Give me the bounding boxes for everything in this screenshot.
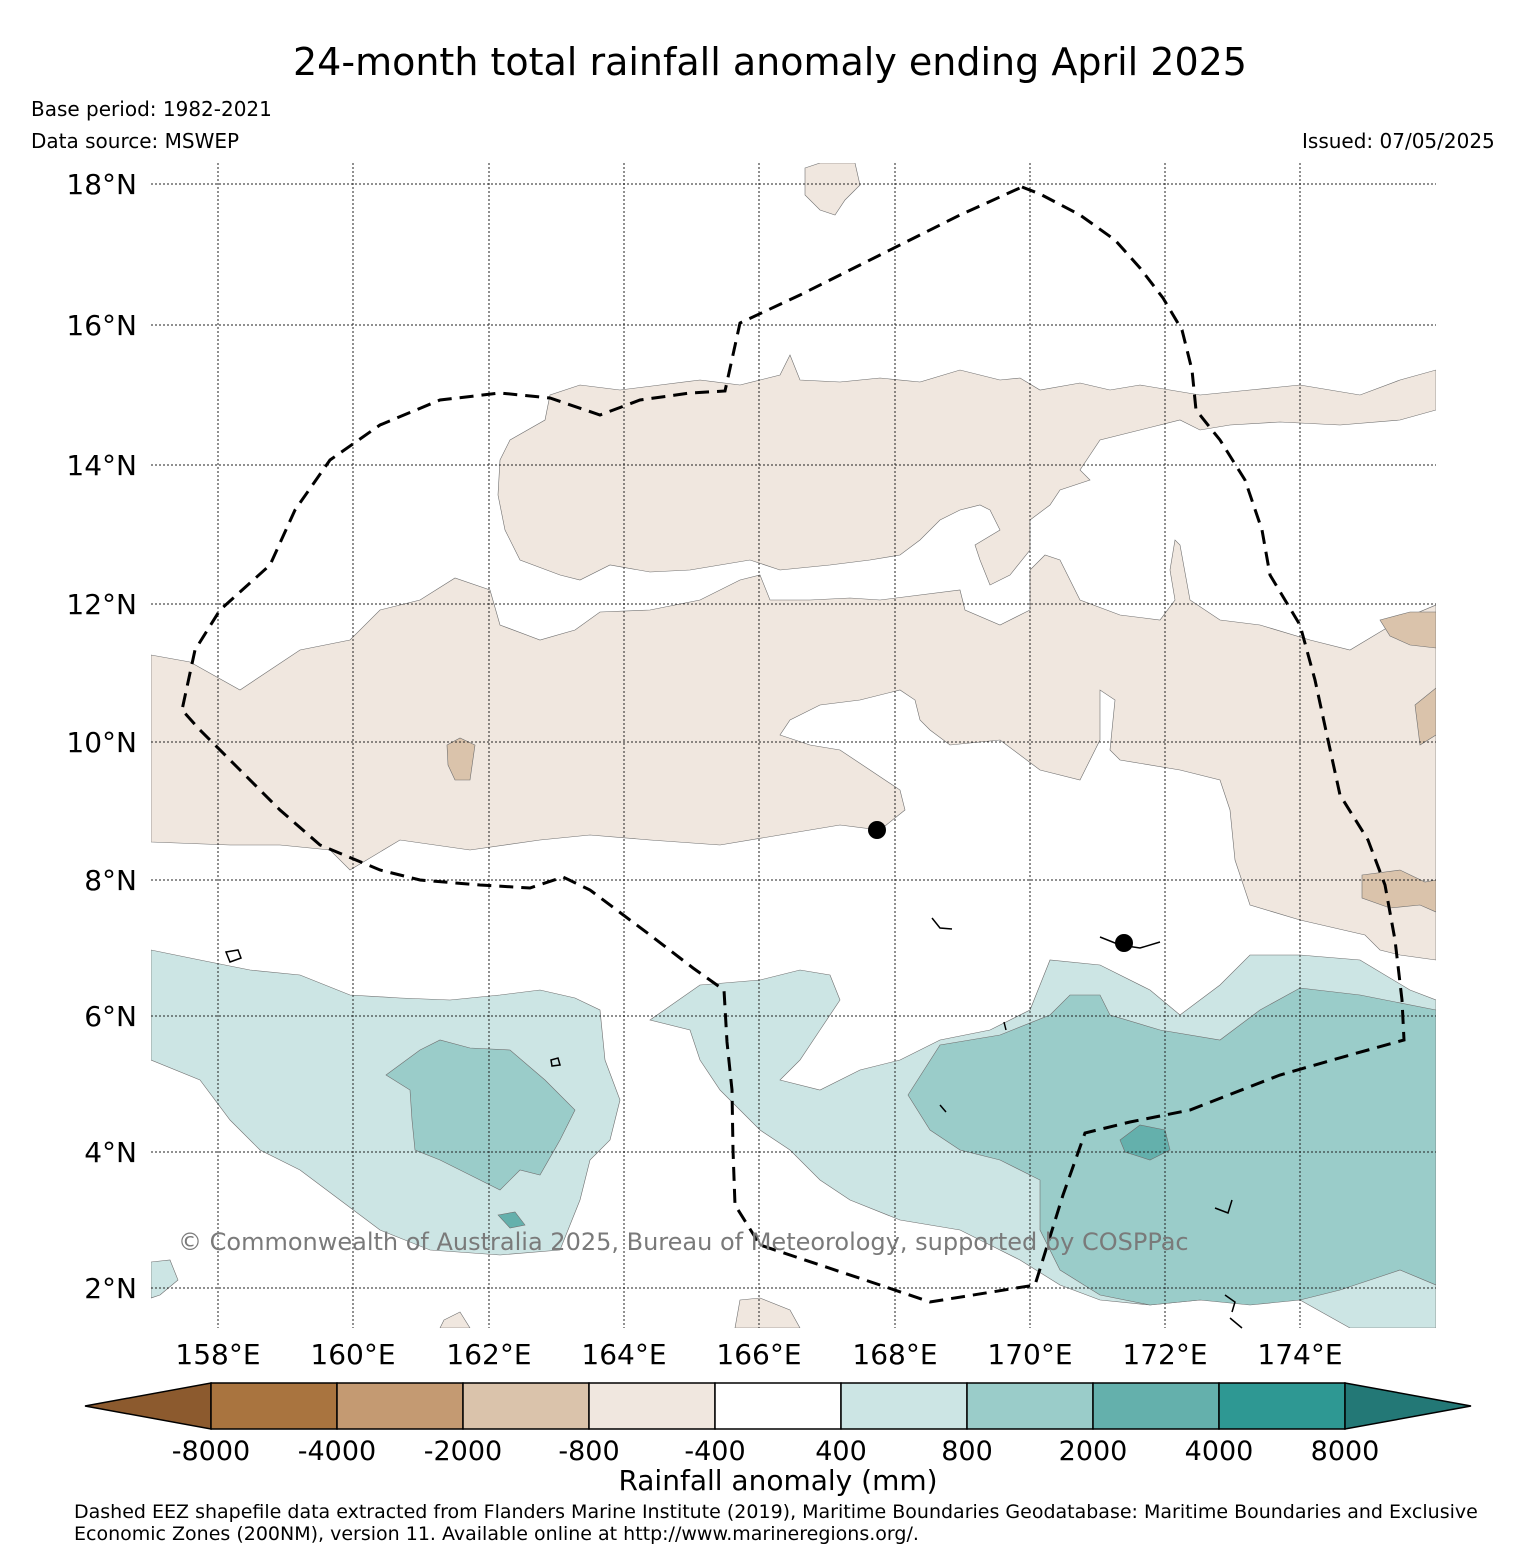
lat-label: 10°N bbox=[66, 726, 137, 759]
lat-label: 4°N bbox=[84, 1136, 137, 1169]
location-marker bbox=[868, 821, 886, 839]
colorbar-swatch bbox=[840, 1382, 968, 1430]
drier-region bbox=[1379, 611, 1436, 649]
lon-label: 160°E bbox=[310, 1338, 395, 1371]
colorbar-extend-low bbox=[84, 1382, 212, 1430]
anomaly-fields bbox=[151, 163, 1436, 1328]
lon-label: 166°E bbox=[716, 1338, 801, 1371]
colorbar-tick: -400 bbox=[684, 1436, 745, 1467]
lat-label: 14°N bbox=[66, 449, 137, 482]
colorbar-tick: 8000 bbox=[1311, 1436, 1380, 1467]
lon-label: 162°E bbox=[446, 1338, 531, 1371]
colorbar-swatch bbox=[462, 1382, 590, 1430]
wettest-region bbox=[497, 1211, 526, 1229]
colorbar-swatch bbox=[1218, 1382, 1346, 1430]
colorbar-swatch bbox=[210, 1382, 338, 1430]
colorbar bbox=[84, 1382, 1472, 1430]
copyright-notice: © Commonwealth of Australia 2025, Bureau… bbox=[178, 1228, 1189, 1256]
colorbar-swatch bbox=[336, 1382, 464, 1430]
longitude-labels: 158°E 160°E 162°E 164°E 166°E 168°E 170°… bbox=[175, 1338, 1342, 1371]
issued-date: Issued: 07/05/2025 bbox=[1302, 129, 1495, 153]
dry-region bbox=[439, 1311, 471, 1328]
footnote: Dashed EEZ shapefile data extracted from… bbox=[74, 1501, 1478, 1545]
colorbar-tick: 800 bbox=[941, 1436, 993, 1467]
lat-label: 16°N bbox=[66, 309, 137, 342]
colorbar-swatch bbox=[714, 1382, 842, 1430]
dry-region bbox=[804, 163, 861, 216]
lat-label: 8°N bbox=[84, 864, 137, 897]
lat-label: 18°N bbox=[66, 168, 137, 201]
dry-region bbox=[151, 539, 1436, 961]
lon-label: 164°E bbox=[581, 1338, 666, 1371]
data-source: Data source: MSWEP bbox=[31, 129, 240, 153]
dry-region bbox=[497, 354, 1436, 586]
base-period: Base period: 1982-2021 bbox=[31, 97, 272, 121]
latitude-labels: 18°N 16°N 14°N 12°N 10°N 8°N 6°N 4°N 2°N bbox=[66, 168, 137, 1305]
colorbar-swatch bbox=[588, 1382, 716, 1430]
drier-region bbox=[1414, 687, 1436, 746]
eez-boundary bbox=[180, 185, 1406, 1304]
colorbar-ticks: -8000 -4000 -2000 -800 -400 400 800 2000… bbox=[172, 1436, 1380, 1467]
page-title: 24-month total rainfall anomaly ending A… bbox=[293, 40, 1247, 84]
lon-label: 168°E bbox=[852, 1338, 937, 1371]
dry-region bbox=[734, 1297, 801, 1328]
colorbar-extend-high bbox=[1344, 1382, 1472, 1430]
lon-label: 172°E bbox=[1122, 1338, 1207, 1371]
drier-region bbox=[446, 737, 476, 781]
colorbar-swatch bbox=[1092, 1382, 1220, 1430]
colorbar-tick: 400 bbox=[815, 1436, 867, 1467]
colorbar-title: Rainfall anomaly (mm) bbox=[618, 1464, 938, 1497]
location-marker bbox=[1115, 934, 1133, 952]
lat-label: 6°N bbox=[84, 1000, 137, 1033]
lon-label: 170°E bbox=[987, 1338, 1072, 1371]
colorbar-tick: 4000 bbox=[1185, 1436, 1254, 1467]
lat-label: 2°N bbox=[84, 1272, 137, 1305]
wet-region bbox=[151, 1259, 179, 1299]
lat-label: 12°N bbox=[66, 588, 137, 621]
colorbar-tick: -8000 bbox=[172, 1436, 250, 1467]
colorbar-swatch bbox=[966, 1382, 1094, 1430]
colorbar-tick: -2000 bbox=[424, 1436, 502, 1467]
lon-label: 174°E bbox=[1257, 1338, 1342, 1371]
colorbar-tick: -4000 bbox=[298, 1436, 376, 1467]
colorbar-tick: 2000 bbox=[1059, 1436, 1128, 1467]
colorbar-tick: -800 bbox=[558, 1436, 619, 1467]
lon-label: 158°E bbox=[175, 1338, 260, 1371]
